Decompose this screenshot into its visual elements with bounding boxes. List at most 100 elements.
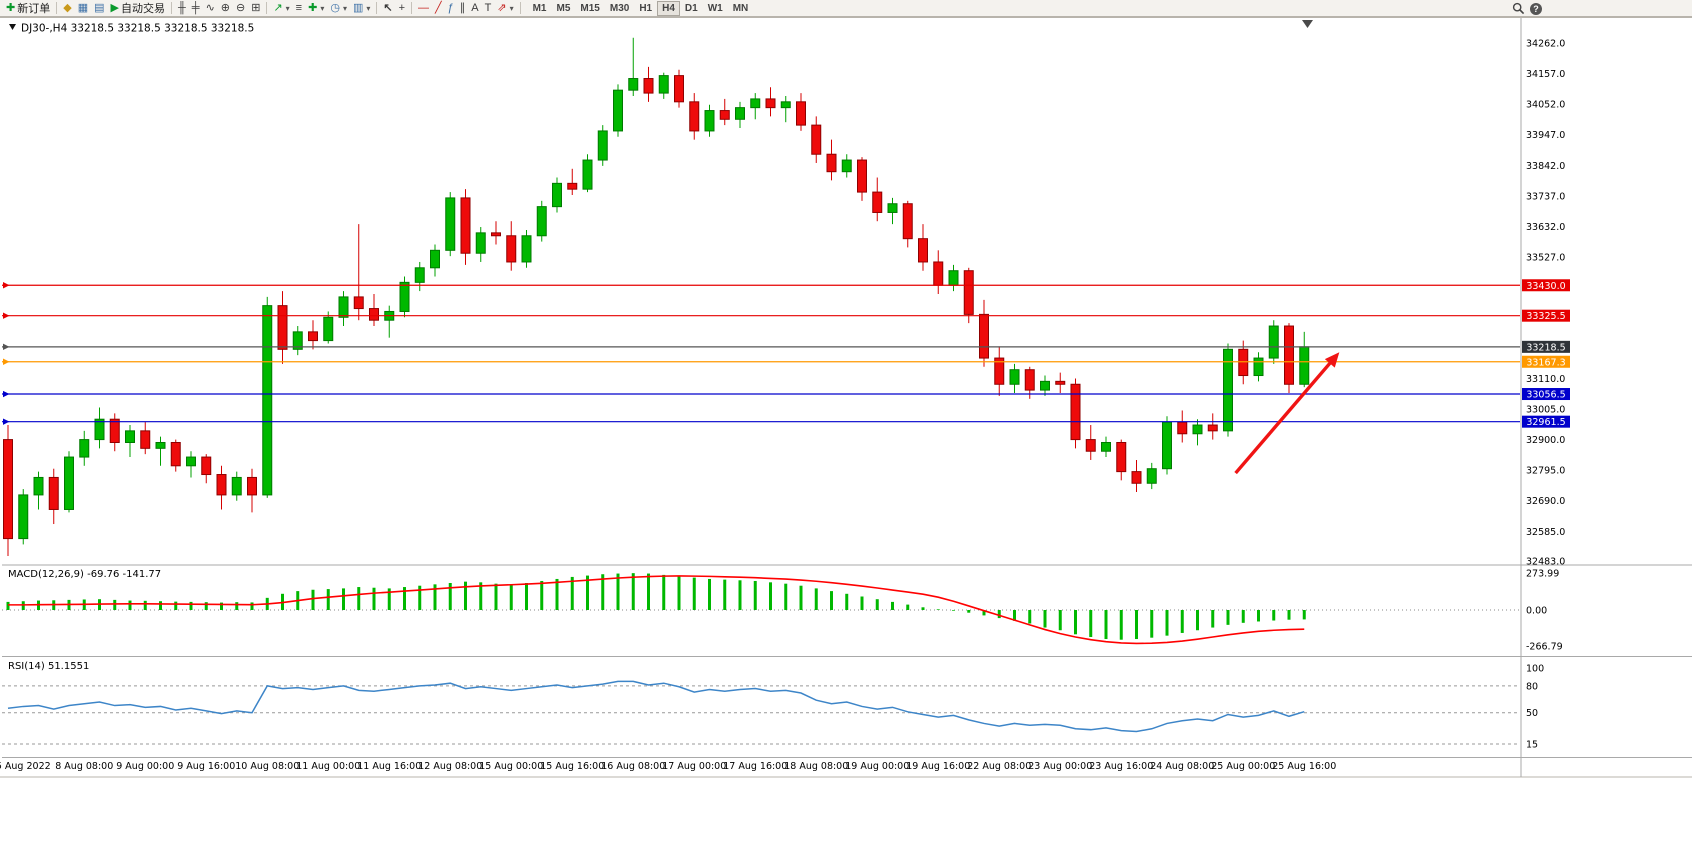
objects-list-button[interactable]: ≡ xyxy=(293,1,305,16)
svg-text:18 Aug 08:00: 18 Aug 08:00 xyxy=(784,761,848,772)
autotrading-button[interactable]: ▶ 自动交易 xyxy=(108,1,168,16)
svg-text:33842.0: 33842.0 xyxy=(1526,161,1565,172)
svg-text:50: 50 xyxy=(1526,708,1538,719)
market-watch-icon: ▦ xyxy=(77,1,89,14)
price-badge xyxy=(1522,415,1570,428)
new-order-button[interactable]: ✚ 新订单 xyxy=(3,1,53,16)
svg-text:23 Aug 00:00: 23 Aug 00:00 xyxy=(1028,761,1092,772)
svg-text:33737.0: 33737.0 xyxy=(1526,191,1565,202)
main-toolbar: ✚ 新订单 ◆ ▦ ▤ ▶ 自动交易 ╫ ╪ ∿ ⊕ ⊖ ⊞ ↗ ▾ ≡ ✚ ▾ xyxy=(0,0,1692,17)
toolbar-separator xyxy=(411,2,413,14)
svg-text:34157.0: 34157.0 xyxy=(1526,69,1565,80)
svg-text:22 Aug 08:00: 22 Aug 08:00 xyxy=(967,761,1031,772)
timeframe-m5-button[interactable]: M5 xyxy=(552,1,576,16)
fibonacci-button[interactable]: ƒ xyxy=(445,1,457,16)
dropdown-arrow-icon: ▾ xyxy=(342,3,347,13)
price-axis: 34262.0 34157.0 34052.0 33947.0 33842.0 33737… xyxy=(1526,39,1565,568)
profile-icon: ◆ xyxy=(63,1,72,14)
svg-text:15 Aug 16:00: 15 Aug 16:00 xyxy=(540,761,604,772)
trendline-button[interactable]: ╱ xyxy=(432,1,445,16)
tile-windows-icon: ⊞ xyxy=(251,1,261,14)
timeframe-w1-button[interactable]: W1 xyxy=(703,1,728,16)
dropdown-arrow-icon: ▾ xyxy=(320,3,325,13)
price-badge xyxy=(1522,309,1570,322)
timeframe-m1-button[interactable]: M1 xyxy=(528,1,552,16)
timeframe-mn-button[interactable]: MN xyxy=(728,1,754,16)
zoom-out-button[interactable]: ⊖ xyxy=(233,1,248,16)
chart-background xyxy=(0,17,1692,841)
profile-button[interactable]: ◆ xyxy=(60,1,74,16)
periods-button[interactable]: ◷ ▾ xyxy=(327,1,350,16)
line-chart-button[interactable]: ∿ xyxy=(203,1,218,16)
add-indicator-button[interactable]: ✚ ▾ xyxy=(305,1,327,16)
svg-text:33430.0: 33430.0 xyxy=(1526,281,1565,292)
svg-text:17 Aug 00:00: 17 Aug 00:00 xyxy=(662,761,726,772)
horizontal-line-icon: ― xyxy=(418,1,430,14)
svg-text:33632.0: 33632.0 xyxy=(1526,222,1565,233)
timeframe-h4-button[interactable]: H4 xyxy=(657,0,680,16)
text-button[interactable]: A xyxy=(468,1,481,16)
cursor-button[interactable]: ↖ xyxy=(380,1,395,16)
crosshair-button[interactable]: + xyxy=(396,1,408,16)
timeframe-h1-button[interactable]: H1 xyxy=(634,1,657,16)
zoom-out-icon: ⊖ xyxy=(236,1,246,14)
chart-shift-marker[interactable] xyxy=(1302,20,1313,28)
svg-text:80: 80 xyxy=(1526,681,1538,692)
indicators-button[interactable]: ↗ ▾ xyxy=(270,1,292,16)
svg-text:19 Aug 00:00: 19 Aug 00:00 xyxy=(845,761,909,772)
svg-text:15 Aug 00:00: 15 Aug 00:00 xyxy=(479,761,543,772)
svg-text:16 Aug 08:00: 16 Aug 08:00 xyxy=(601,761,665,772)
candlestick-chart-icon: ╪ xyxy=(191,1,200,14)
timeframe-group: M1 M5 M15 M30 H1 H4 D1 W1 MN xyxy=(528,0,754,16)
annotation-arrow[interactable] xyxy=(1234,352,1340,475)
bar-chart-button[interactable]: ╫ xyxy=(175,1,189,16)
svg-text:9 Aug 16:00: 9 Aug 16:00 xyxy=(177,761,235,772)
macd-panel: MACD(12,26,9) -69.76 -141.77 273.99 0.00 -2… xyxy=(2,569,1563,653)
trendline-icon: ╱ xyxy=(435,1,442,14)
line-anchor-marker xyxy=(3,282,10,289)
chart-canvas[interactable]: DJ30-,H4 33218.5 33218.5 33218.5 33218.5… xyxy=(0,17,1692,841)
svg-text:17 Aug 16:00: 17 Aug 16:00 xyxy=(723,761,787,772)
horizontal-line-button[interactable]: ― xyxy=(415,1,432,16)
search-icon xyxy=(1512,2,1525,15)
horizontal-lines-layer[interactable]: 33430.0 33325.5 33218.5 33167.3 33056.5 32961… xyxy=(2,279,1570,428)
help-button[interactable]: ? xyxy=(1530,2,1542,15)
arrows-icon: ⇗ xyxy=(497,1,507,14)
dropdown-arrow-icon: ▾ xyxy=(285,3,290,13)
svg-text:15: 15 xyxy=(1526,739,1538,750)
timeframe-d1-button[interactable]: D1 xyxy=(680,1,703,16)
svg-text:33325.5: 33325.5 xyxy=(1526,311,1565,322)
chart-title[interactable]: DJ30-,H4 33218.5 33218.5 33218.5 33218.5 xyxy=(9,23,254,35)
channel-button[interactable]: ∥ xyxy=(457,1,469,16)
data-window-icon: ▤ xyxy=(94,1,105,14)
svg-text:34052.0: 34052.0 xyxy=(1526,100,1565,111)
data-window-button[interactable]: ▤ xyxy=(91,1,107,16)
price-badge xyxy=(1522,279,1570,292)
text-label-button[interactable]: T xyxy=(482,1,495,16)
time-axis: 5 Aug 2022 8 Aug 08:00 9 Aug 00:00 9 Aug 16… xyxy=(0,761,1336,772)
autotrading-icon: ▶ xyxy=(110,1,119,14)
line-anchor-marker xyxy=(3,343,10,351)
search-button[interactable] xyxy=(1512,2,1525,15)
line-anchor-marker xyxy=(3,312,10,319)
autotrading-label: 自动交易 xyxy=(120,3,165,15)
crosshair-icon: + xyxy=(398,1,406,14)
svg-text:5 Aug 2022: 5 Aug 2022 xyxy=(0,761,51,772)
rsi-line xyxy=(7,680,1305,733)
bar-chart-icon: ╫ xyxy=(177,1,186,14)
market-watch-button[interactable]: ▦ xyxy=(75,1,91,16)
templates-button[interactable]: ▥ ▾ xyxy=(350,1,373,16)
svg-text:32961.5: 32961.5 xyxy=(1526,417,1565,428)
dropdown-arrow-icon: ▾ xyxy=(509,3,514,13)
new-order-icon: ✚ xyxy=(6,1,16,14)
candlestick-chart-button[interactable]: ╪ xyxy=(189,1,203,16)
clock-icon: ◷ xyxy=(330,1,340,14)
svg-text:32585.0: 32585.0 xyxy=(1526,527,1565,538)
timeframe-m30-button[interactable]: M30 xyxy=(605,1,634,16)
svg-text:12 Aug 08:00: 12 Aug 08:00 xyxy=(418,761,482,772)
arrows-button[interactable]: ⇗ ▾ xyxy=(494,1,516,16)
svg-text:33947.0: 33947.0 xyxy=(1526,130,1565,141)
zoom-in-button[interactable]: ⊕ xyxy=(218,1,233,16)
tile-windows-button[interactable]: ⊞ xyxy=(248,1,263,16)
timeframe-m15-button[interactable]: M15 xyxy=(575,1,604,16)
